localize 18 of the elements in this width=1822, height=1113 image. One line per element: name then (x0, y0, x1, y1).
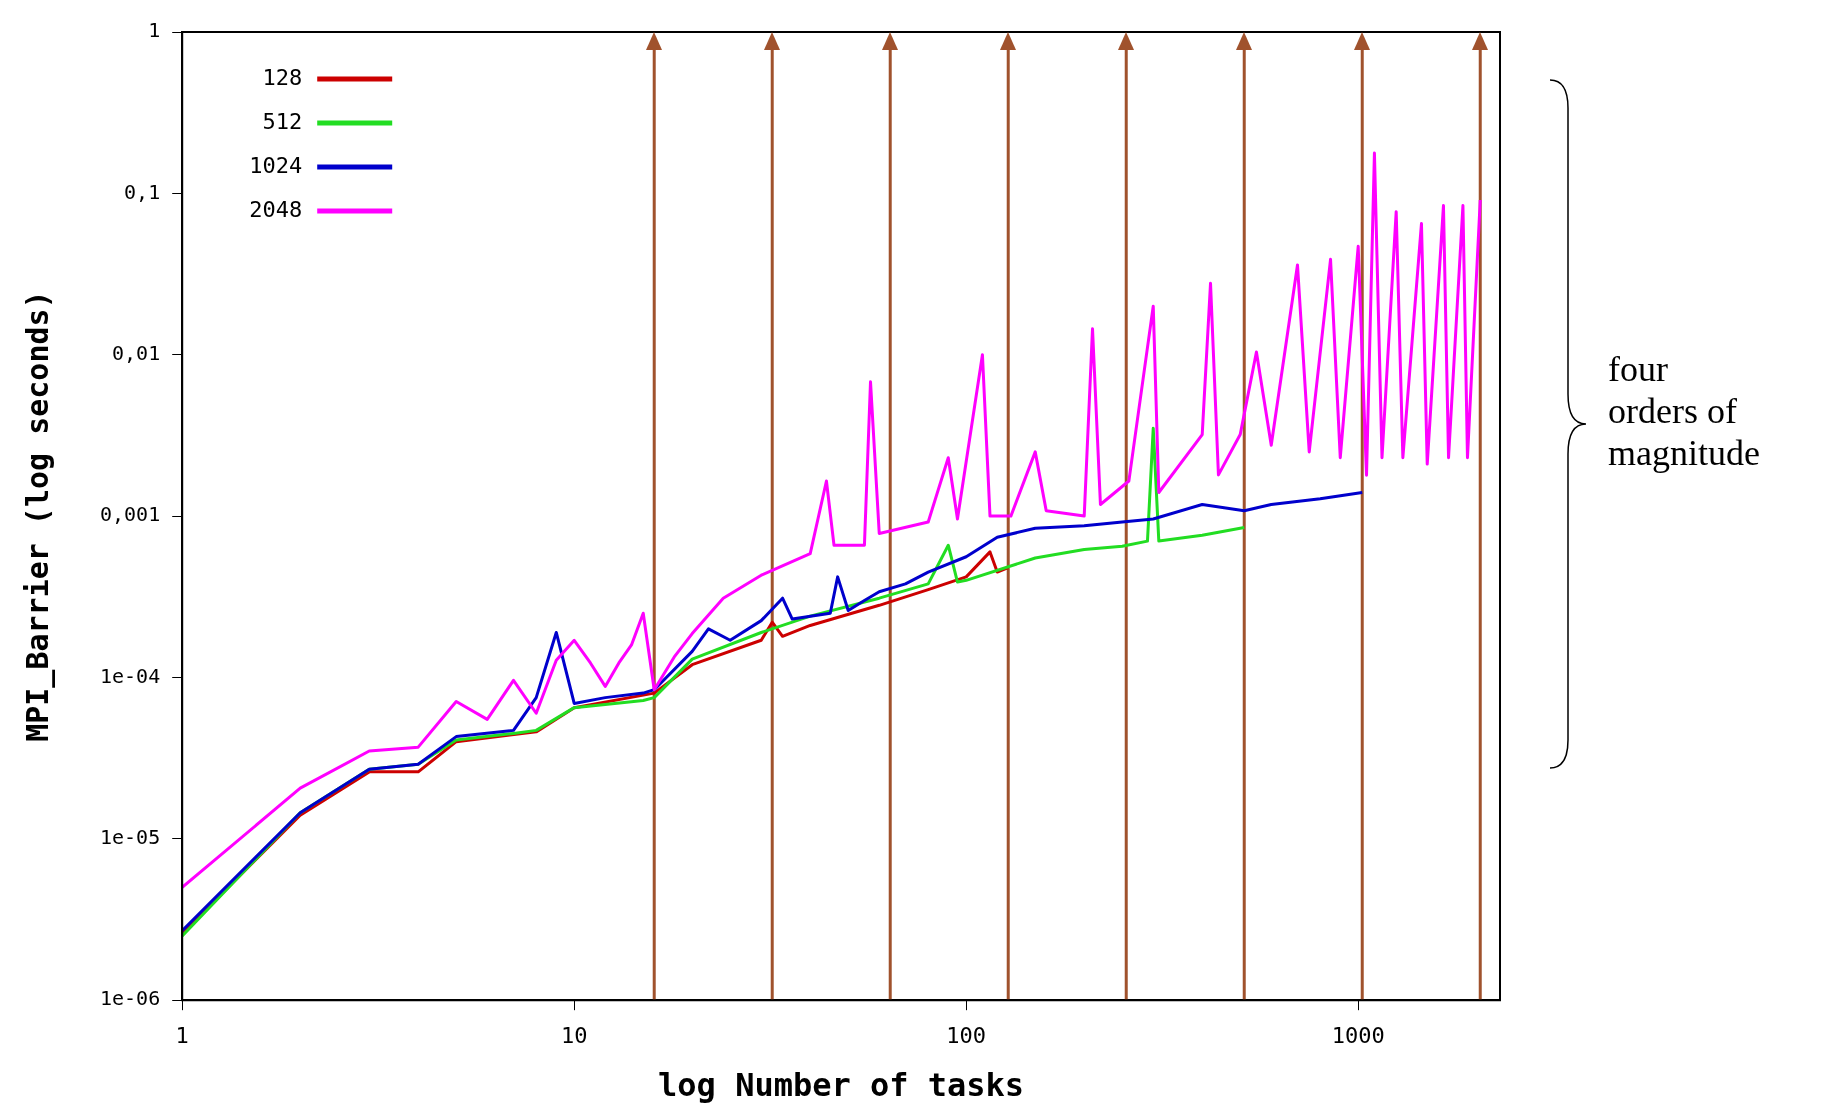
y-tick-label: 0,01 (112, 340, 161, 365)
x-tick-label: 1 (175, 1023, 189, 1049)
legend-label: 1024 (249, 152, 303, 178)
y-tick-label: 1e-04 (99, 663, 161, 688)
x-tick-label: 100 (946, 1023, 987, 1049)
legend-label: 2048 (249, 196, 303, 222)
y-tick-label: 1 (148, 18, 161, 43)
x-tick-label: 1000 (1331, 1023, 1385, 1049)
y-tick-label: 1e-06 (99, 986, 161, 1011)
legend-label: 512 (262, 108, 303, 134)
x-axis-title: log Number of tasks (658, 1066, 1025, 1105)
y-axis-title: MPI_Barrier (log seconds) (19, 290, 55, 742)
text: four orders of magnitude (1608, 348, 1761, 474)
y-tick-label: 0,001 (99, 502, 161, 527)
x-tick-label: 10 (560, 1023, 588, 1049)
legend-label: 128 (262, 64, 303, 90)
y-tick-label: 0,1 (124, 179, 161, 204)
y-tick-label: 1e-05 (99, 825, 161, 850)
